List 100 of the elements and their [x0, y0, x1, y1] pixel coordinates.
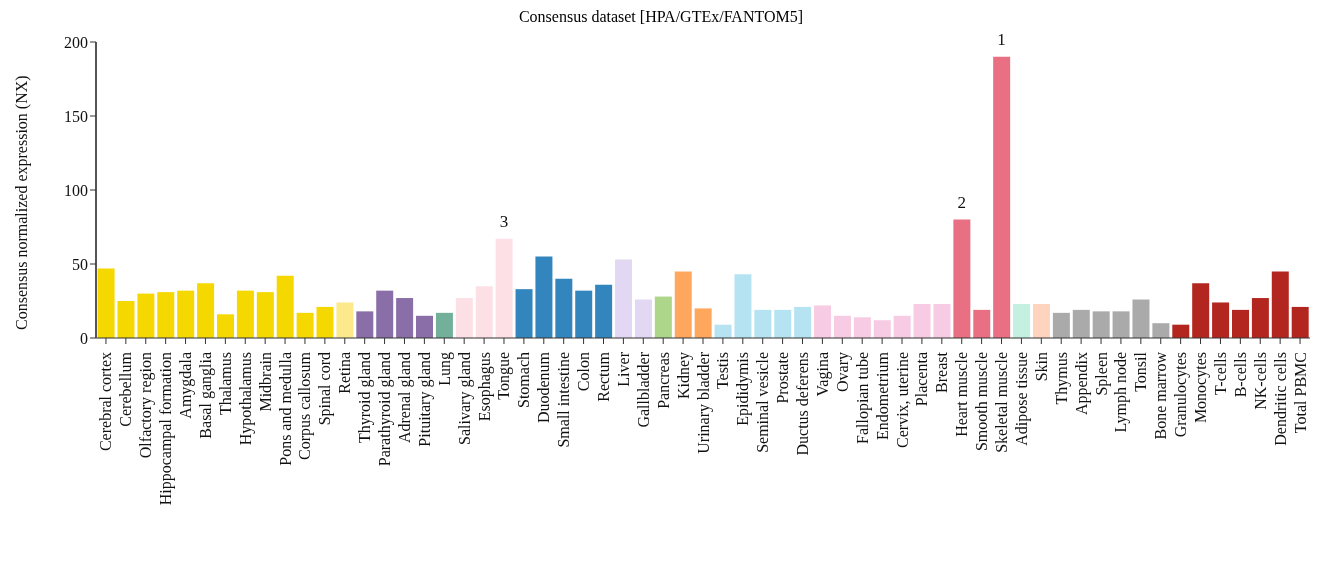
- x-tick-label: Prostate: [774, 352, 792, 404]
- bar: [1092, 311, 1110, 338]
- bar: [256, 292, 274, 338]
- bar: [774, 309, 792, 338]
- bar: [515, 289, 533, 338]
- bar: [674, 271, 692, 338]
- x-tick-label: Midbrain: [256, 352, 274, 412]
- x-tick-label: Urinary bladder: [694, 351, 713, 454]
- bar: [933, 303, 951, 338]
- x-tick-label: NK-cells: [1251, 352, 1269, 410]
- bar: [1231, 309, 1249, 338]
- bar: [1152, 323, 1170, 338]
- y-tick-label: 200: [64, 33, 88, 51]
- bar: [117, 301, 135, 338]
- x-tick-label: Monocytes: [1192, 352, 1211, 424]
- x-tick-label: Placenta: [913, 352, 931, 407]
- x-tick-label: Olfactory region: [137, 352, 156, 459]
- bar: [575, 290, 593, 338]
- x-tick-label: Small intestine: [555, 352, 573, 448]
- x-tick-label: T-cells: [1211, 352, 1229, 395]
- x-tick-label: Salivary gland: [455, 352, 474, 445]
- x-tick-label: Skeletal muscle: [993, 352, 1011, 453]
- bar: [654, 296, 672, 338]
- x-tick-label: Adipose tissue: [1012, 352, 1031, 446]
- bar: [495, 238, 513, 338]
- bar: [296, 312, 314, 338]
- x-tick-label: Stomach: [515, 352, 533, 408]
- bar: [1072, 309, 1090, 338]
- x-tick-label: Granulocytes: [1172, 352, 1191, 438]
- x-tick-label: Adrenal gland: [395, 352, 414, 444]
- bar: [535, 256, 553, 338]
- bar: [615, 259, 633, 338]
- x-tick-label: Colon: [575, 352, 593, 392]
- x-tick-label: Tongue: [495, 352, 514, 400]
- bar: [853, 317, 871, 338]
- x-tick-label: Cerebral cortex: [97, 352, 115, 452]
- bar: [1172, 324, 1190, 338]
- bar: [336, 302, 354, 338]
- x-tick-label: Duodenum: [535, 351, 553, 424]
- bar: [197, 283, 215, 338]
- bar: [137, 293, 155, 338]
- bar: [276, 275, 294, 338]
- bar: [236, 290, 254, 338]
- x-tick-label: Lymph node: [1112, 352, 1131, 433]
- bar: [1132, 299, 1150, 338]
- bar: [555, 278, 573, 338]
- x-tick-label: Pituitary gland: [415, 352, 434, 447]
- annotation: 3: [499, 211, 509, 231]
- bar: [376, 290, 394, 338]
- x-tick-label: Fallopian tube: [853, 352, 872, 444]
- x-tick-label: Corpus callosum: [296, 351, 315, 460]
- x-tick-label: Cerebellum: [117, 351, 135, 427]
- x-tick-label: Thalamus: [216, 352, 234, 416]
- x-tick-label: Parathyroid gland: [376, 352, 395, 467]
- x-tick-label: Smooth muscle: [973, 352, 991, 452]
- bar: [873, 320, 891, 338]
- bar: [634, 299, 652, 338]
- x-tick-label: Total PBMC: [1291, 352, 1309, 434]
- x-tick-label: Endometrium: [873, 351, 891, 440]
- x-tick-label: Dendritic cells: [1271, 352, 1289, 446]
- y-tick-label: 150: [64, 107, 88, 125]
- x-tick-label: Rectum: [594, 351, 612, 402]
- y-tick-label: 0: [80, 329, 88, 347]
- bar: [157, 292, 175, 338]
- bar: [694, 308, 712, 338]
- bar: [794, 306, 812, 338]
- x-tick-label: Pancreas: [654, 352, 672, 409]
- x-tick-label: Skin: [1032, 352, 1050, 382]
- x-tick-label: Ductus deferens: [794, 352, 812, 456]
- x-tick-label: Amygdala: [177, 352, 196, 419]
- bar: [316, 306, 334, 338]
- bar: [1271, 271, 1289, 338]
- bar: [1052, 312, 1070, 338]
- bar: [1251, 298, 1269, 338]
- x-tick-label: Lung: [435, 352, 454, 386]
- x-tick-label: B-cells: [1231, 352, 1249, 398]
- bar: [1013, 303, 1031, 338]
- x-tick-label: Kidney: [674, 352, 693, 400]
- x-tick-label: Testis: [714, 352, 732, 390]
- x-tick-label: Hypothalamus: [236, 352, 255, 446]
- bar: [396, 298, 414, 338]
- x-tick-label: Pons and medulla: [276, 352, 294, 466]
- bar: [993, 56, 1011, 338]
- bar: [97, 268, 115, 338]
- bar: [734, 274, 752, 338]
- bar: [754, 309, 772, 338]
- x-tick-label: Thymus: [1052, 352, 1071, 405]
- x-tick-label: Thyroid gland: [356, 352, 375, 444]
- x-tick-label: Gallbladder: [634, 351, 652, 428]
- bar: [455, 298, 473, 338]
- x-tick-label: Bone marrow: [1152, 351, 1170, 440]
- bar: [595, 284, 613, 338]
- bar: [833, 315, 851, 338]
- x-tick-label: Appendix: [1072, 352, 1091, 416]
- x-tick-label: Seminal vesicle: [754, 352, 772, 453]
- annotation: 2: [957, 192, 966, 212]
- bar: [1112, 311, 1130, 338]
- bar: [1212, 302, 1230, 338]
- y-tick-label: 50: [72, 255, 88, 273]
- x-tick-label: Liver: [614, 351, 632, 387]
